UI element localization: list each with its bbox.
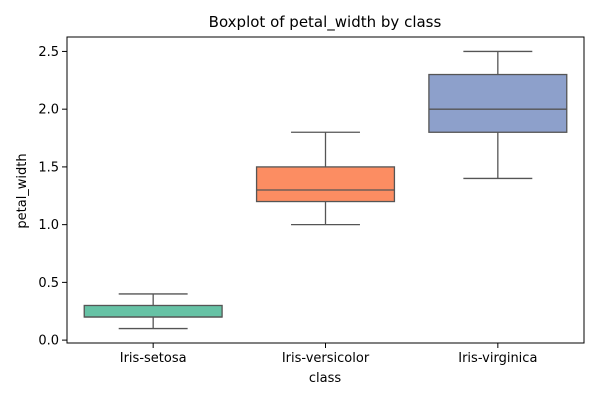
x-tick-label: Iris-setosa: [120, 351, 187, 366]
y-tick-label: 2.0: [38, 103, 59, 118]
box-iris-versicolor: [255, 166, 396, 203]
box-iris-virginica: [428, 73, 568, 133]
y-tick-label: 0.0: [38, 334, 59, 349]
x-tick-label: Iris-versicolor: [282, 351, 370, 366]
y-tick-label: 2.5: [38, 45, 59, 60]
y-axis-label: petal_width: [15, 153, 30, 228]
plot-area: 0.0 0.5 1.0 1.5 2.0 2.5 Iris-setosa Iris-versic…: [38, 36, 585, 366]
x-axis-label: class: [309, 371, 341, 386]
x-tick-label: Iris-virginica: [458, 351, 537, 366]
y-tick-label: 1.5: [38, 160, 59, 175]
y-tick-label: 0.5: [38, 276, 59, 291]
y-tick-label: 1.0: [38, 218, 59, 233]
chart-title: Boxplot of petal_width by class: [209, 13, 442, 32]
box-iris-setosa: [83, 304, 223, 318]
